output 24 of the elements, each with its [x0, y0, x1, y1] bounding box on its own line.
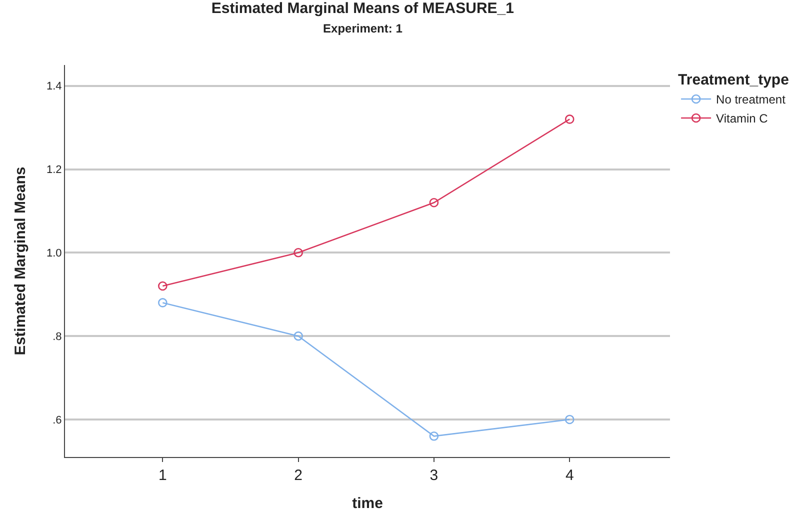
- point: [429, 432, 439, 441]
- chart-title: Estimated Marginal Means of MEASURE_1: [211, 0, 514, 17]
- chart-subtitle: Experiment: 1: [323, 21, 403, 36]
- y-tick-label: 1.4: [46, 80, 62, 93]
- x-tick-label: 4: [565, 467, 574, 484]
- point: [158, 281, 168, 291]
- point: [294, 331, 303, 341]
- y-tick-label: .6: [52, 414, 62, 426]
- x-tick-label: 3: [430, 467, 438, 484]
- y-axis-title: Estimated Marginal Means: [12, 166, 29, 356]
- x-axis-title: time: [352, 495, 383, 512]
- point: [429, 198, 439, 208]
- point: [564, 114, 574, 124]
- y-tick-label: .8: [52, 330, 62, 343]
- point: [294, 248, 303, 258]
- point: [158, 298, 168, 308]
- x-tick-label: 2: [294, 467, 302, 484]
- y-tick-label: 1.2: [46, 164, 62, 176]
- point: [564, 414, 574, 424]
- x-tick-label: 1: [158, 467, 167, 484]
- legend-title: Treatment_type: [678, 72, 789, 88]
- y-tick-label: 1.0: [46, 248, 62, 260]
- legend-label: No treatment: [716, 92, 786, 107]
- legend-label: Vitamin C: [716, 112, 768, 126]
